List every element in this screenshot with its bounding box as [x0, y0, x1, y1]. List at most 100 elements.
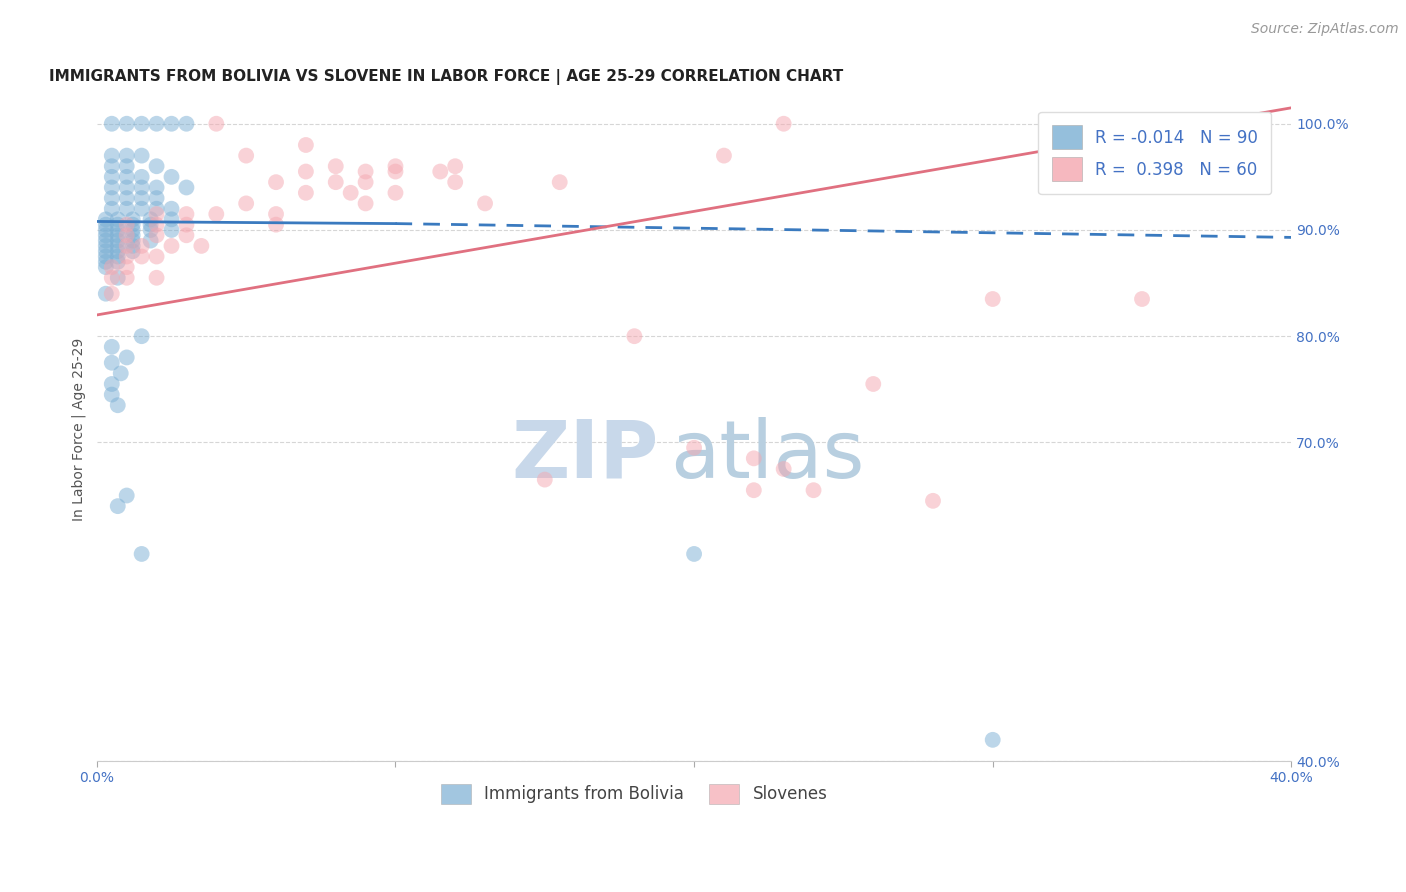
Point [862, 376, 884, 391]
Point [107, 228, 129, 243]
Point [145, 159, 167, 173]
Point [101, 286, 124, 301]
Point [742, 483, 765, 498]
Point [94, 228, 117, 243]
Point [101, 169, 124, 184]
Point [94, 286, 117, 301]
Point [94, 234, 117, 248]
Point [139, 218, 162, 232]
Point [235, 148, 257, 162]
Point [205, 117, 228, 131]
Point [115, 169, 138, 184]
Point [444, 175, 467, 189]
Point [384, 186, 406, 200]
Point [354, 164, 377, 178]
Point [94, 218, 117, 232]
Point [94, 223, 117, 237]
Point [160, 239, 183, 253]
Point [115, 351, 138, 365]
Point [264, 207, 287, 221]
Point [121, 244, 143, 259]
Point [981, 292, 1004, 306]
Point [160, 212, 183, 227]
Point [713, 148, 735, 162]
Point [115, 148, 138, 162]
Point [101, 191, 124, 205]
Point [121, 218, 143, 232]
Point [683, 547, 706, 561]
Point [160, 223, 183, 237]
Point [145, 250, 167, 264]
Point [94, 212, 117, 227]
Point [115, 270, 138, 285]
Point [107, 212, 129, 227]
Point [145, 180, 167, 194]
Point [384, 164, 406, 178]
Point [264, 175, 287, 189]
Point [94, 255, 117, 269]
Point [160, 202, 183, 216]
Point [107, 223, 129, 237]
Point [107, 250, 129, 264]
Point [101, 260, 124, 274]
Point [145, 218, 167, 232]
Point [139, 223, 162, 237]
Text: IMMIGRANTS FROM BOLIVIA VS SLOVENE IN LABOR FORCE | AGE 25-29 CORRELATION CHART: IMMIGRANTS FROM BOLIVIA VS SLOVENE IN LA… [49, 69, 844, 85]
Point [131, 117, 153, 131]
Point [176, 207, 198, 221]
Point [160, 117, 183, 131]
Point [121, 223, 143, 237]
Point [131, 169, 153, 184]
Point [339, 186, 361, 200]
Point [107, 255, 129, 269]
Point [176, 117, 198, 131]
Point [107, 398, 129, 412]
Point [107, 244, 129, 259]
Point [94, 239, 117, 253]
Point [101, 270, 124, 285]
Point [623, 329, 645, 343]
Point [176, 180, 198, 194]
Point [131, 547, 153, 561]
Point [115, 191, 138, 205]
Point [145, 207, 167, 221]
Text: ZIP: ZIP [510, 417, 658, 495]
Point [295, 186, 318, 200]
Point [533, 473, 555, 487]
Point [548, 175, 571, 189]
Point [107, 218, 129, 232]
Point [115, 202, 138, 216]
Point [922, 493, 945, 508]
Point [176, 218, 198, 232]
Point [131, 329, 153, 343]
Point [131, 202, 153, 216]
Point [742, 451, 765, 466]
Point [107, 234, 129, 248]
Point [772, 117, 794, 131]
Point [295, 138, 318, 153]
Point [115, 239, 138, 253]
Point [121, 212, 143, 227]
Point [354, 196, 377, 211]
Point [110, 367, 132, 381]
Point [190, 239, 212, 253]
Point [101, 117, 124, 131]
Point [264, 218, 287, 232]
Point [101, 159, 124, 173]
Point [429, 164, 451, 178]
Point [145, 270, 167, 285]
Point [803, 483, 825, 498]
Point [131, 250, 153, 264]
Point [101, 356, 124, 370]
Text: Source: ZipAtlas.com: Source: ZipAtlas.com [1251, 22, 1399, 37]
Y-axis label: In Labor Force | Age 25-29: In Labor Force | Age 25-29 [72, 337, 86, 521]
Point [145, 202, 167, 216]
Point [683, 441, 706, 455]
Point [354, 175, 377, 189]
Point [101, 376, 124, 391]
Point [101, 148, 124, 162]
Point [176, 228, 198, 243]
Point [384, 159, 406, 173]
Point [115, 250, 138, 264]
Point [94, 244, 117, 259]
